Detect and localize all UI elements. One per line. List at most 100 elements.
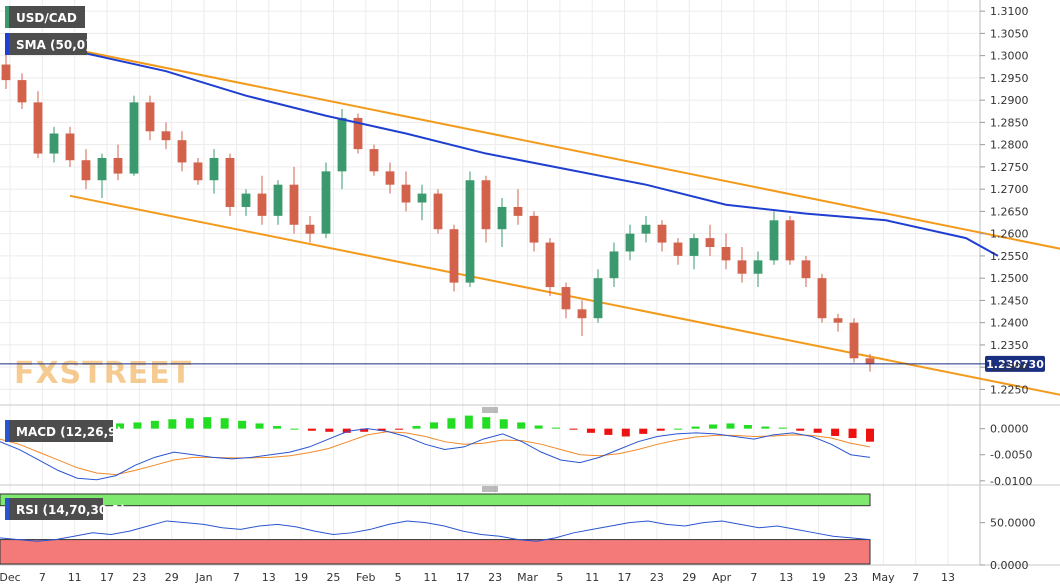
macd-lines xyxy=(0,428,871,481)
x-tick-label: Mar xyxy=(517,571,538,584)
candle xyxy=(801,255,811,288)
y-tick-label: 1.2850 xyxy=(990,116,1029,129)
candle-body xyxy=(225,157,235,207)
candle-body xyxy=(577,309,587,319)
sma-line xyxy=(5,36,999,257)
candle-body xyxy=(289,184,299,225)
candle xyxy=(593,269,603,323)
candle xyxy=(545,238,555,296)
macd-line xyxy=(0,428,871,481)
macd-histogram-bar xyxy=(831,428,840,436)
sma-path xyxy=(5,36,999,257)
candle xyxy=(225,153,235,216)
candle-body xyxy=(305,224,315,234)
macd-histogram-bar xyxy=(116,423,124,429)
macd-resize-handle[interactable] xyxy=(482,407,498,413)
candle xyxy=(33,91,43,158)
rsi-badge[interactable]: RSI (14,70,30,1) xyxy=(5,498,126,520)
candle-body xyxy=(113,157,123,174)
y-tick-label: 1.2550 xyxy=(990,250,1029,263)
candle-body xyxy=(273,184,283,216)
macd-histogram-bar xyxy=(534,425,543,429)
candle-body xyxy=(81,160,91,181)
x-tick-label: Jan xyxy=(195,571,213,584)
candle xyxy=(817,273,827,323)
y-tick-label: 1.3050 xyxy=(990,27,1029,40)
candle xyxy=(769,211,779,265)
candle-body xyxy=(241,193,251,207)
macd-histogram-bar xyxy=(604,428,613,435)
candle xyxy=(625,224,635,261)
macd-histogram-bar xyxy=(220,418,229,429)
candle-body xyxy=(817,278,827,319)
macd-histogram-bar xyxy=(569,428,578,430)
x-tick-label: 7 xyxy=(233,571,240,584)
y-tick-label: 1.2950 xyxy=(990,72,1029,85)
candle xyxy=(385,162,395,194)
macd-label: MACD (12,26,9) xyxy=(16,425,122,439)
candle xyxy=(849,318,859,363)
candle-body xyxy=(257,193,267,216)
y-tick-label: 1.2300 xyxy=(990,361,1029,374)
candle xyxy=(1,53,11,90)
macd-histogram-bar xyxy=(255,423,264,429)
candle xyxy=(721,233,731,270)
candle-body xyxy=(433,193,443,230)
rsi-resize-handle[interactable] xyxy=(482,486,498,492)
candle-body xyxy=(161,131,171,141)
sma-badge[interactable]: SMA (50,0) xyxy=(5,33,91,55)
current-price-tag: 1.230730 xyxy=(985,355,1045,372)
macd-histogram-bar xyxy=(796,428,805,431)
symbol-badge[interactable]: USD/CAD xyxy=(5,6,85,28)
macd-histogram-bar xyxy=(778,427,787,429)
macd-histogram-bar xyxy=(203,417,212,429)
macd-histogram-bar xyxy=(482,417,491,429)
x-tick-label: 13 xyxy=(941,571,955,584)
candle-body xyxy=(401,184,411,203)
candle-body xyxy=(705,238,715,248)
rsi-y-tick-label: 50.0000 xyxy=(990,517,1036,530)
x-tick-label: 17 xyxy=(618,571,632,584)
macd-histogram-bar xyxy=(290,428,299,430)
macd-y-tick-label: -0.0050 xyxy=(990,449,1032,462)
candle xyxy=(161,122,171,150)
candle-body xyxy=(465,180,475,283)
channel-lower-line xyxy=(69,194,1060,396)
candle xyxy=(689,233,699,270)
candle-body xyxy=(65,133,75,161)
macd-histogram-bar xyxy=(674,428,683,430)
svg-text:1.230730: 1.230730 xyxy=(986,358,1044,371)
candle-body xyxy=(97,157,107,181)
macd-histogram-bar xyxy=(586,428,595,433)
channel-upper-line xyxy=(5,34,1060,250)
candle xyxy=(257,175,267,225)
candle-body xyxy=(129,102,139,174)
macd-histogram-bar xyxy=(185,418,194,429)
candle-body xyxy=(321,171,331,234)
rsi-overbought-band xyxy=(0,493,871,507)
x-tick-label: May xyxy=(872,571,895,584)
macd-histogram-bar xyxy=(133,422,142,429)
macd-histogram-bar xyxy=(743,425,752,429)
macd-histogram-bar xyxy=(726,423,735,429)
x-tick-label: 23 xyxy=(650,571,664,584)
fxstreet-watermark: FXSTREET xyxy=(14,356,192,391)
candle xyxy=(785,215,795,265)
x-axis-ticks: Dec 7 11 17 23 29 Jan 7 13 19 25 Feb 5 11 17 23 Mar 5 11 17… xyxy=(0,571,955,584)
candle-body xyxy=(385,171,395,185)
candle-body xyxy=(849,322,859,359)
y-tick-label: 1.2350 xyxy=(990,339,1029,352)
candle-body xyxy=(865,358,875,365)
rsi-plot xyxy=(0,493,871,565)
candle xyxy=(865,353,875,372)
x-tick-label: 11 xyxy=(585,571,599,584)
candle-body xyxy=(33,102,43,154)
macd-y-tick-label: -0.0100 xyxy=(990,475,1032,488)
x-tick-label: 5 xyxy=(395,571,402,584)
candle-body xyxy=(593,278,603,319)
candle-body xyxy=(689,238,699,256)
macd-histogram-bar xyxy=(272,426,281,429)
candle xyxy=(65,126,75,167)
macd-badge[interactable]: MACD (12,26,9) xyxy=(5,420,122,442)
x-tick-label: 17 xyxy=(100,571,114,584)
